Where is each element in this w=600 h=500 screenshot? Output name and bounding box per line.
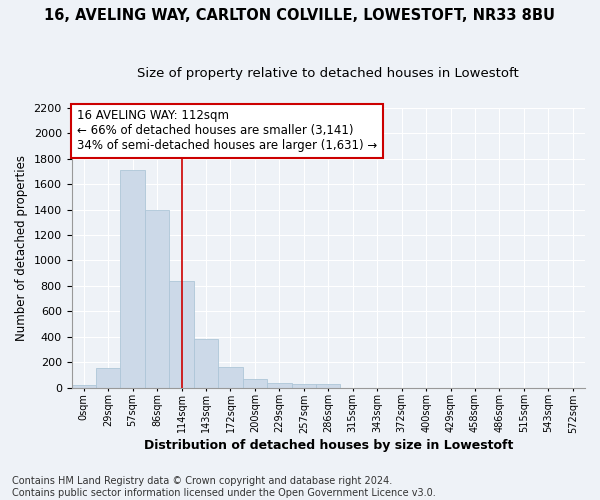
Bar (96, 368, 121, 388)
Bar (316, 384, 340, 388)
Text: Contains HM Land Registry data © Crown copyright and database right 2024.
Contai: Contains HM Land Registry data © Crown c… (12, 476, 436, 498)
Bar (218, 366, 242, 388)
Y-axis label: Number of detached properties: Number of detached properties (15, 155, 28, 341)
Bar (145, 210, 169, 388)
Bar (267, 382, 292, 388)
Bar (169, 282, 194, 388)
Bar (121, 170, 145, 388)
Bar (194, 338, 218, 388)
X-axis label: Distribution of detached houses by size in Lowestoft: Distribution of detached houses by size … (143, 440, 513, 452)
Text: 16 AVELING WAY: 112sqm
← 66% of detached houses are smaller (3,141)
34% of semi-: 16 AVELING WAY: 112sqm ← 66% of detached… (77, 110, 377, 152)
Bar (242, 379, 267, 388)
Title: Size of property relative to detached houses in Lowestoft: Size of property relative to detached ho… (137, 68, 519, 80)
Bar (71, 385, 96, 388)
Text: 16, AVELING WAY, CARLTON COLVILLE, LOWESTOFT, NR33 8BU: 16, AVELING WAY, CARLTON COLVILLE, LOWES… (44, 8, 556, 22)
Bar (292, 384, 316, 388)
